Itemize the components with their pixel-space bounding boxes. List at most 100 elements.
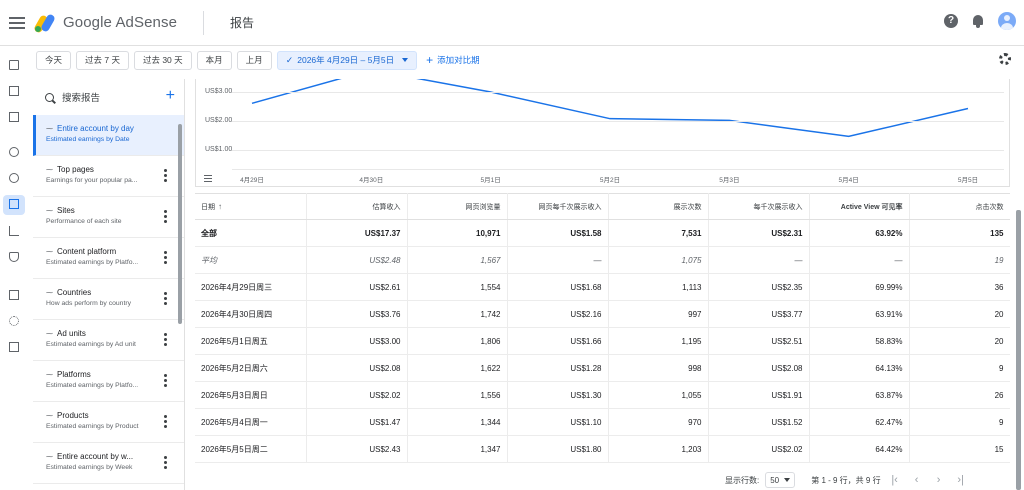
block-icon[interactable] bbox=[6, 170, 22, 186]
rows-per-page-value: 50 bbox=[770, 475, 780, 485]
table-cell: US$2.61 bbox=[306, 273, 408, 301]
report-table: 日期 ↑ 估算收入 网页浏览量 网页每千次展示收入 展示次数 每千次展示收入 Active V… bbox=[195, 193, 1010, 463]
brand-safety-icon[interactable] bbox=[6, 249, 22, 265]
report-item[interactable]: ⁓ Products Estimated earnings by Product bbox=[33, 402, 184, 443]
x-tick-label: 4月29日 bbox=[240, 177, 264, 184]
x-tick-label: 5月2日 bbox=[599, 177, 621, 184]
chip-today[interactable]: 今天 bbox=[36, 50, 72, 70]
table-row: 2026年5月5日周二 US$2.43 1,347 US$1.80 1,203 US$2.… bbox=[195, 435, 1010, 463]
top-actions: ? bbox=[944, 12, 1016, 30]
report-item[interactable]: ⁓ Top pages Earnings for your popular pa..… bbox=[33, 156, 184, 197]
chip-last-30-days[interactable]: 过去 30 天 bbox=[133, 50, 192, 70]
column-header[interactable]: 日期 ↑ bbox=[195, 193, 307, 220]
payments-icon[interactable] bbox=[6, 287, 22, 303]
menu-icon[interactable] bbox=[9, 16, 25, 29]
date-range-picker[interactable]: ✓ 2026年 4月29日 – 5月5日 bbox=[276, 50, 418, 70]
column-header[interactable]: Active View 可见率 bbox=[809, 193, 910, 220]
report-item[interactable]: ⁓ Platforms Estimated earnings by Platfo..… bbox=[33, 361, 184, 402]
more-options-icon[interactable] bbox=[164, 456, 167, 469]
report-item-subtitle: Estimated earnings by Date bbox=[46, 136, 130, 143]
more-options-icon[interactable] bbox=[164, 251, 167, 264]
table-view-icon[interactable] bbox=[204, 175, 212, 182]
optimization-icon[interactable] bbox=[6, 223, 22, 239]
more-options-icon[interactable] bbox=[164, 292, 167, 305]
more-options-icon[interactable] bbox=[164, 415, 167, 428]
column-header[interactable]: 估算收入 bbox=[306, 193, 408, 220]
table-cell: 64.42% bbox=[809, 435, 910, 463]
first-page-icon[interactable]: |‹ bbox=[891, 474, 898, 486]
feedback-icon[interactable] bbox=[6, 339, 22, 355]
chart-svg bbox=[251, 79, 969, 138]
table-cell: US$1.91 bbox=[708, 381, 810, 409]
notifications-icon[interactable] bbox=[972, 14, 984, 28]
table-cell: 63.92% bbox=[809, 219, 910, 247]
column-header[interactable]: 每千次展示收入 bbox=[708, 193, 810, 220]
column-header-label: 估算收入 bbox=[372, 203, 401, 211]
report-search[interactable]: 搜索报告 + bbox=[33, 79, 184, 115]
table-cell: 62.47% bbox=[809, 408, 910, 436]
table-cell: 2026年5月5日周二 bbox=[195, 435, 307, 463]
report-item[interactable]: ⁓ Ad units Estimated earnings by Ad unit bbox=[33, 320, 184, 361]
table-cell: 135 bbox=[909, 219, 1010, 247]
settings-icon[interactable] bbox=[6, 313, 22, 329]
more-options-icon[interactable] bbox=[164, 333, 167, 346]
add-comparison-label: 添加对比期 bbox=[437, 55, 480, 65]
chip-last-7-days[interactable]: 过去 7 天 bbox=[76, 50, 129, 70]
report-item-title: ⁓ Top pages bbox=[46, 165, 184, 174]
table-cell: 平均 bbox=[195, 246, 307, 274]
top-app-bar: Google AdSense 报告 ? bbox=[0, 0, 1024, 46]
column-header[interactable]: 网页浏览量 bbox=[407, 193, 508, 220]
chip-this-month[interactable]: 本月 bbox=[196, 50, 232, 70]
table-cell: — bbox=[809, 246, 910, 274]
table-cell: 2026年4月29日周三 bbox=[195, 273, 307, 301]
report-item[interactable]: ⁓ Countries How ads perform by country bbox=[33, 279, 184, 320]
average-row: 平均 US$2.48 1,567—1,075— —19 bbox=[195, 246, 1010, 274]
trend-icon: ⁓ bbox=[46, 166, 53, 174]
column-header[interactable]: 点击次数 bbox=[909, 193, 1010, 220]
privacy-icon[interactable] bbox=[6, 144, 22, 160]
table-cell: US$1.47 bbox=[306, 408, 408, 436]
report-item-subtitle: Estimated earnings by Ad unit bbox=[46, 341, 136, 348]
report-item[interactable]: ⁓ Entire account by day Estimated earnings… bbox=[33, 115, 184, 156]
table-cell: US$2.16 bbox=[507, 300, 609, 328]
table-cell: US$2.48 bbox=[306, 246, 408, 274]
report-item-title: ⁓ Content platform bbox=[46, 247, 184, 256]
report-item[interactable]: ⁓ Entire account by w... Estimated earning… bbox=[33, 443, 184, 484]
home-icon[interactable] bbox=[6, 57, 22, 73]
avatar[interactable] bbox=[998, 12, 1016, 30]
column-header-label: 点击次数 bbox=[975, 203, 1004, 211]
add-report-icon[interactable]: + bbox=[165, 87, 175, 104]
report-item-subtitle: Estimated earnings by Week bbox=[46, 464, 133, 471]
report-item[interactable]: ⁓ Content platform Estimated earnings by P… bbox=[33, 238, 184, 279]
sites-icon[interactable] bbox=[6, 83, 22, 99]
gear-icon[interactable] bbox=[999, 53, 1011, 65]
search-input[interactable]: 搜索报告 bbox=[62, 93, 101, 104]
more-options-icon[interactable] bbox=[164, 374, 167, 387]
last-page-icon[interactable]: ›| bbox=[957, 474, 964, 486]
y-tick-label: US$1.00 bbox=[205, 146, 233, 153]
report-item[interactable]: ⁓ Sites Performance of each site bbox=[33, 197, 184, 238]
sort-arrow-icon: ↑ bbox=[218, 201, 222, 211]
reports-icon[interactable] bbox=[3, 195, 25, 215]
table-cell: 2026年5月1日周五 bbox=[195, 327, 307, 355]
y-tick-label: US$2.00 bbox=[205, 117, 233, 124]
page-scrollbar[interactable] bbox=[1016, 210, 1021, 490]
line-chart: US$3.00 US$2.00 US$1.00 4月29日 4月30日 5月1日 5月2日 5… bbox=[195, 79, 1010, 187]
add-comparison-button[interactable]: + 添加对比期 bbox=[426, 54, 480, 66]
help-icon[interactable]: ? bbox=[944, 14, 958, 28]
next-page-icon[interactable]: › bbox=[936, 474, 941, 486]
panel-scrollbar[interactable] bbox=[178, 124, 182, 324]
column-header[interactable]: 展示次数 bbox=[608, 193, 709, 220]
brand-product: AdSense bbox=[115, 14, 178, 31]
prev-page-icon[interactable]: ‹ bbox=[914, 474, 919, 486]
more-options-icon[interactable] bbox=[164, 169, 167, 182]
table-cell: US$17.37 bbox=[306, 219, 408, 247]
chip-last-month[interactable]: 上月 bbox=[236, 50, 272, 70]
more-options-icon[interactable] bbox=[164, 210, 167, 223]
rows-per-page-select[interactable]: 50 bbox=[765, 472, 796, 488]
ads-icon[interactable] bbox=[6, 109, 22, 125]
column-header[interactable]: 网页每千次展示收入 bbox=[507, 193, 609, 220]
gridline bbox=[232, 121, 1004, 122]
x-axis-line bbox=[232, 169, 1004, 170]
report-item-label: Entire account by w... bbox=[57, 452, 134, 461]
